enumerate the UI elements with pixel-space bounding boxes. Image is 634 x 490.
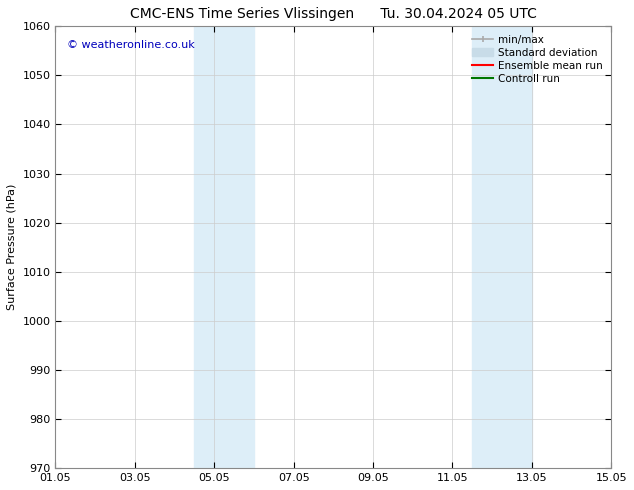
Text: © weatheronline.co.uk: © weatheronline.co.uk: [67, 40, 195, 49]
Bar: [195, 26, 254, 468]
Bar: [472, 26, 532, 468]
Y-axis label: Surface Pressure (hPa): Surface Pressure (hPa): [7, 184, 17, 311]
Title: CMC-ENS Time Series Vlissingen      Tu. 30.04.2024 05 UTC: CMC-ENS Time Series Vlissingen Tu. 30.04…: [130, 7, 537, 21]
Legend: min/max, Standard deviation, Ensemble mean run, Controll run: min/max, Standard deviation, Ensemble me…: [469, 31, 606, 87]
